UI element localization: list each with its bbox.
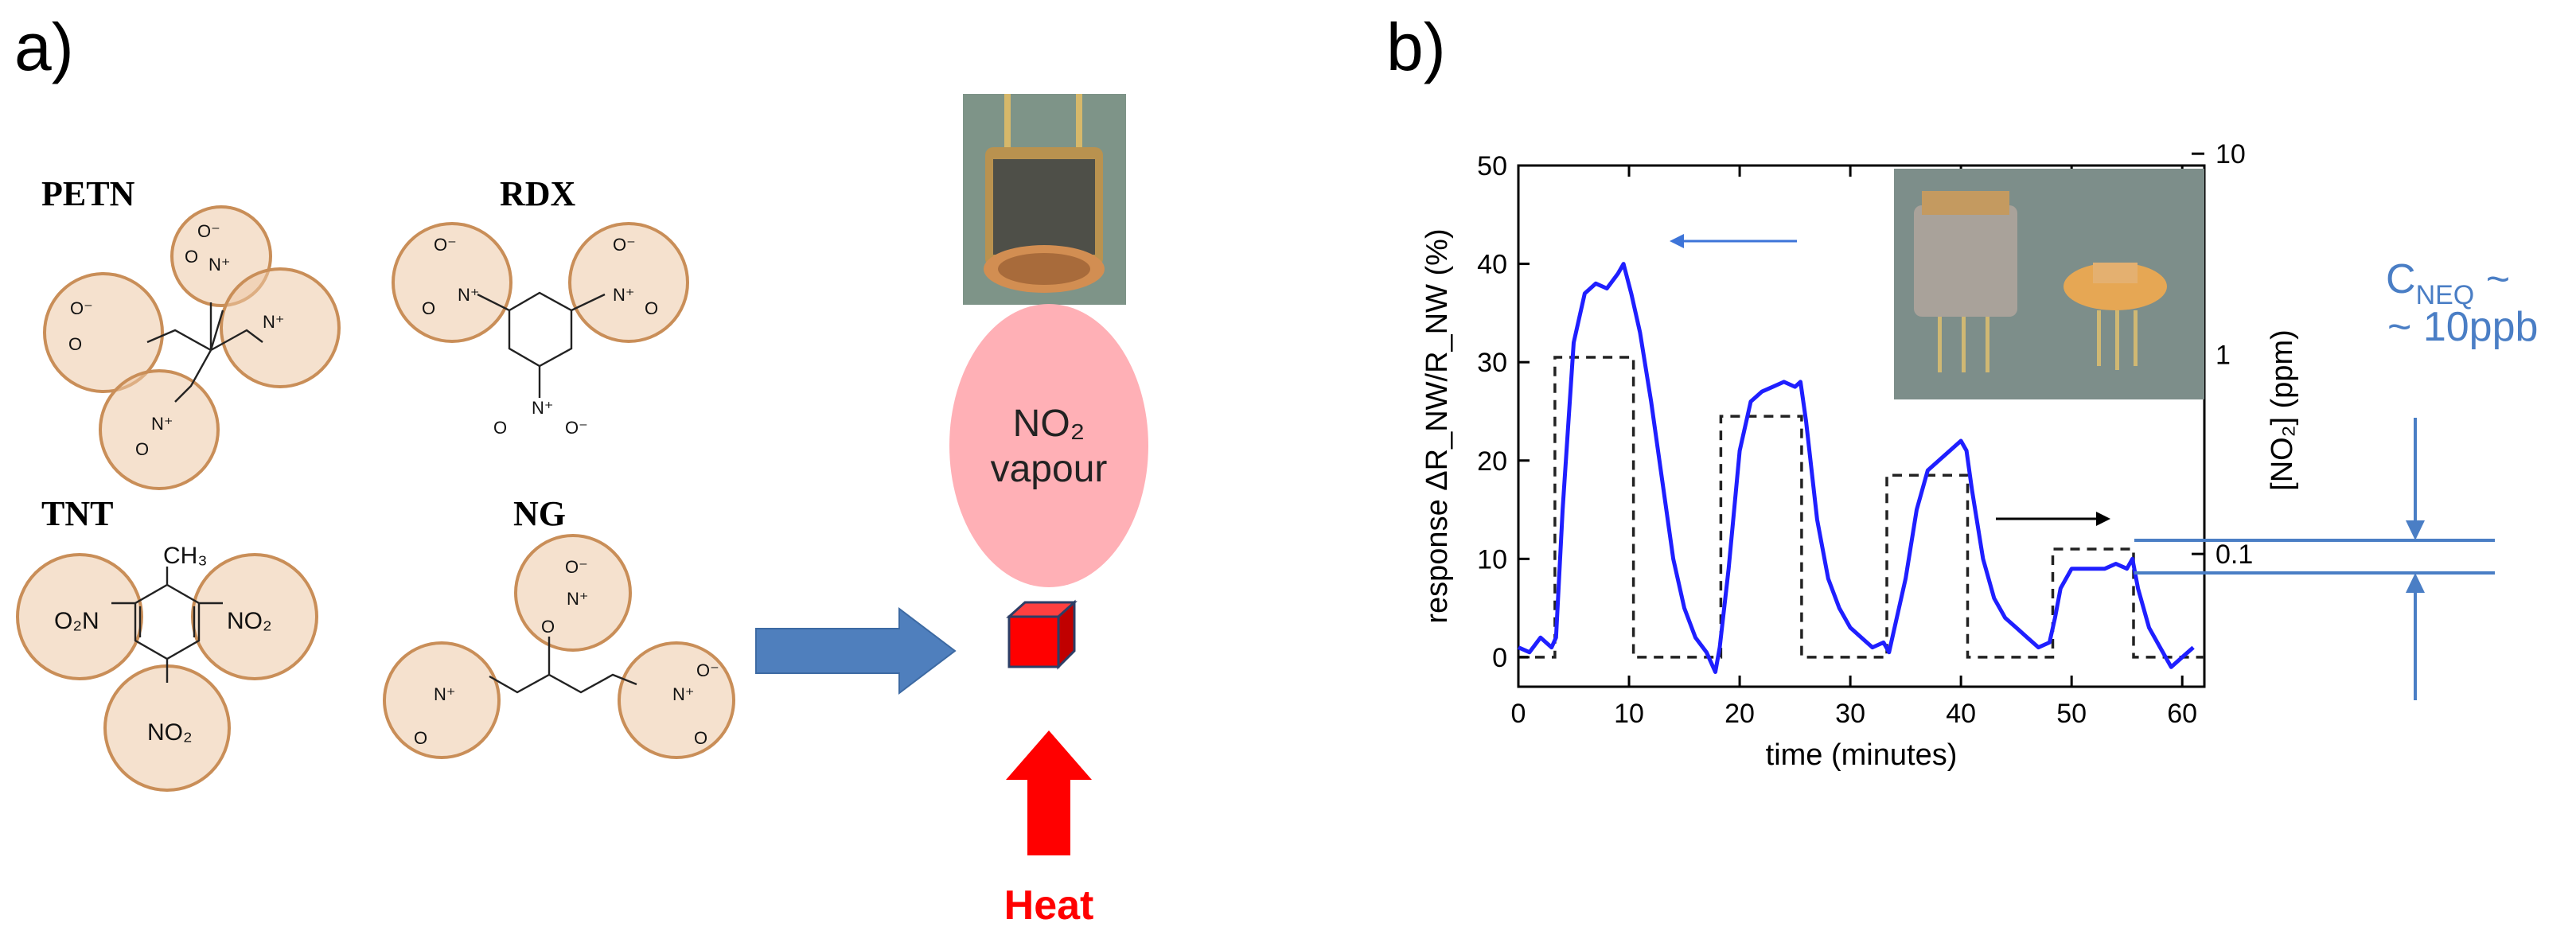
rdx-name: RDX xyxy=(500,174,576,213)
blue-arrow xyxy=(755,606,957,695)
concentration-series-line xyxy=(1518,356,2204,659)
rdx-nitro-circle xyxy=(568,222,689,343)
y-tick-label: 30 xyxy=(1477,348,1507,378)
cneq-arrow-down xyxy=(2406,520,2425,540)
left-axis-indicator-arrow xyxy=(1670,234,1797,248)
rdx-o-minus: O⁻ xyxy=(434,235,457,255)
rdx-nitro-circle xyxy=(392,222,512,343)
ng-n-plus-2: N⁺ xyxy=(434,684,456,704)
petn-nitrate-circle xyxy=(220,267,341,388)
y-tick-label: 0 xyxy=(1492,643,1507,673)
right-axis-indicator-arrow xyxy=(1996,512,2110,526)
x-tick-label: 10 xyxy=(1614,699,1644,729)
tnt-nitro-circle xyxy=(16,553,143,680)
y2-tick-label: 10 xyxy=(2216,139,2246,169)
x-tick-label: 60 xyxy=(2167,699,2197,729)
rdx-molecule: RDX O⁻ N⁺ O O⁻ N⁺ O N⁺ O O⁻ xyxy=(392,174,689,438)
petn-o-minus-2: O⁻ xyxy=(70,298,93,318)
ng-o-3: O xyxy=(694,728,707,748)
rdx-n-plus-2: N⁺ xyxy=(613,285,635,305)
ng-molecule: NG O⁻ N⁺ O N⁺ O N⁺ O⁻ O xyxy=(383,494,735,759)
rdx-o-3: O xyxy=(493,418,507,438)
petn-o: O xyxy=(185,247,198,267)
right-axis-label: [NO₂] (ppm) xyxy=(2266,329,2299,491)
tnt-methyl: CH₃ xyxy=(163,543,208,569)
x-tick-label: 40 xyxy=(1946,699,1976,729)
petn-n-plus: N⁺ xyxy=(208,255,231,275)
petn-nitrate-circle xyxy=(99,369,220,490)
y-tick-label: 20 xyxy=(1477,446,1507,477)
tnt-nitro-left: O₂N xyxy=(54,608,99,634)
cneq-subscript: NEQ xyxy=(2416,280,2475,310)
sensor-can-photo xyxy=(963,94,1126,305)
y-axis-label: response ΔR_NW/R_NW (%) xyxy=(1421,228,1454,623)
tnt-name: TNT xyxy=(41,494,113,533)
svg-text:[NO₂] (ppm): [NO₂] (ppm) xyxy=(2266,329,2299,491)
svg-text:response ΔR_NW/R_NW (%): response ΔR_NW/R_NW (%) xyxy=(1421,228,1454,623)
y2-tick-label: 1 xyxy=(2216,340,2231,370)
petn-n-plus-3: N⁺ xyxy=(151,414,173,434)
vapour-label-line1: NO₂ xyxy=(1013,403,1085,445)
tnt-nitro-circle xyxy=(191,553,318,680)
panel-a-label: a) xyxy=(14,10,74,84)
plot-frame xyxy=(1517,164,2206,688)
ng-o-2: O xyxy=(414,728,427,748)
x-tick-label: 30 xyxy=(1835,699,1865,729)
tnt-nitro-right: NO₂ xyxy=(227,608,272,634)
vapour-label-line2: vapour xyxy=(991,448,1108,490)
x-axis-label: time (minutes) xyxy=(1766,738,1958,772)
petn-o-2: O xyxy=(68,334,82,354)
rdx-n-plus-3: N⁺ xyxy=(532,398,554,418)
ng-n-plus-3: N⁺ xyxy=(672,684,695,704)
sensor-inset-photo xyxy=(1894,169,2204,399)
heat-arrow xyxy=(1006,730,1092,855)
rdx-o-minus-3: O⁻ xyxy=(565,418,588,438)
ng-nitrate-circle xyxy=(618,641,735,759)
x-tick-label: 0 xyxy=(1511,699,1526,729)
vapour-cloud xyxy=(949,304,1148,587)
cneq-tilde: ~ xyxy=(2474,256,2510,302)
heat-label: Heat xyxy=(1004,882,1094,929)
petn-molecule: PETN O⁻ O N⁺ O⁻ O N⁺ N⁺ O xyxy=(41,174,341,490)
cneq-c: C xyxy=(2386,256,2416,302)
rdx-o-2: O xyxy=(645,298,658,318)
ng-n-plus: N⁺ xyxy=(567,589,589,609)
petn-o-3: O xyxy=(135,439,149,459)
y-tick-label: 10 xyxy=(1477,544,1507,575)
y-tick-label: 40 xyxy=(1477,250,1507,280)
red-cube xyxy=(1006,599,1078,670)
response-series-line xyxy=(1517,262,2195,674)
cneq-value: ~ 10ppb xyxy=(2387,304,2538,350)
ng-nitrate-circle xyxy=(514,534,632,652)
svg-text:CNEQ ~: CNEQ ~ xyxy=(2386,256,2510,310)
panel-b-label: b) xyxy=(1386,10,1446,84)
ng-o-minus-2: O⁻ xyxy=(696,660,719,680)
petn-n-plus-2: N⁺ xyxy=(263,312,285,332)
rdx-o: O xyxy=(422,298,435,318)
ng-o: O xyxy=(541,617,555,637)
tnt-molecule: TNT CH₃ O₂N NO₂ NO₂ xyxy=(16,494,318,792)
y-tick-label: 50 xyxy=(1477,151,1507,181)
petn-nitrate-circle xyxy=(43,272,164,393)
response-chart: 0 10 20 30 40 50 60 0 10 20 30 40 50 0.1 1 10 time (min… xyxy=(1421,139,2299,772)
petn-o-minus: O⁻ xyxy=(197,221,220,241)
tnt-nitro-bottom: NO₂ xyxy=(147,719,193,746)
cneq-annotation: CNEQ ~ ~ 10ppb xyxy=(2134,256,2538,700)
ng-nitrate-circle xyxy=(383,641,501,759)
cneq-arrow-up xyxy=(2406,573,2425,593)
rdx-o-minus-2: O⁻ xyxy=(613,235,636,255)
ng-o-minus: O⁻ xyxy=(565,557,588,577)
rdx-n-plus: N⁺ xyxy=(458,285,480,305)
x-tick-label: 20 xyxy=(1724,699,1755,729)
x-tick-label: 50 xyxy=(2056,699,2087,729)
y2-tick-label: 0.1 xyxy=(2216,540,2253,570)
petn-name: PETN xyxy=(41,174,135,213)
ng-name: NG xyxy=(513,494,566,533)
